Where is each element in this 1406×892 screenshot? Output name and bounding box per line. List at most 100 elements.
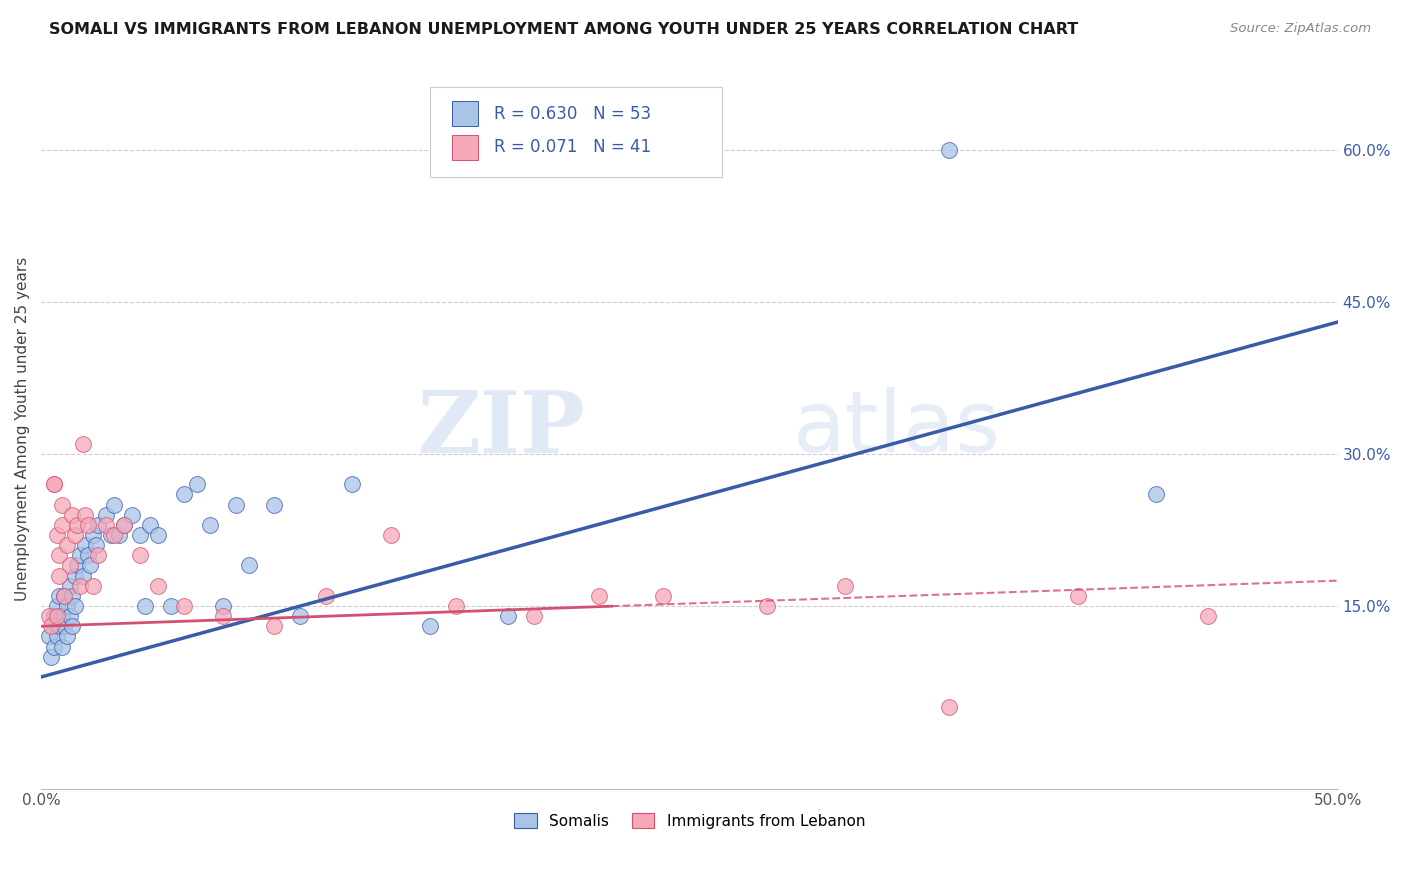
Point [938, 700, 960, 714]
Point [834, 579, 856, 593]
Point [42, 609, 65, 624]
Point [94, 517, 117, 532]
Point [82, 528, 104, 542]
Point [75, 538, 97, 552]
Point [128, 528, 150, 542]
Point [112, 517, 135, 532]
Point [42, 477, 65, 491]
FancyBboxPatch shape [453, 101, 478, 126]
Point [63, 528, 86, 542]
Point [56, 629, 79, 643]
Point [48, 568, 70, 582]
Point [238, 558, 260, 573]
Point [41, 649, 63, 664]
Point [60, 508, 83, 522]
Point [79, 558, 101, 573]
Point [1144, 487, 1167, 501]
Point [1197, 609, 1219, 624]
Point [84, 538, 107, 552]
Point [263, 498, 285, 512]
Text: atlas: atlas [793, 387, 1001, 470]
Point [211, 609, 233, 624]
Text: SOMALI VS IMMIGRANTS FROM LEBANON UNEMPLOYMENT AMONG YOUTH UNDER 25 YEARS CORREL: SOMALI VS IMMIGRANTS FROM LEBANON UNEMPL… [49, 22, 1078, 37]
Point [342, 477, 364, 491]
FancyBboxPatch shape [453, 135, 478, 160]
Point [444, 599, 467, 613]
Point [59, 609, 82, 624]
Point [42, 640, 65, 654]
Point [263, 619, 285, 633]
Point [63, 599, 86, 613]
Point [75, 508, 97, 522]
Text: Source: ZipAtlas.com: Source: ZipAtlas.com [1230, 22, 1371, 36]
Point [523, 609, 546, 624]
Point [53, 589, 76, 603]
Point [51, 517, 73, 532]
Point [108, 528, 131, 542]
Point [938, 143, 960, 157]
Point [76, 517, 98, 532]
Text: R = 0.071   N = 41: R = 0.071 N = 41 [494, 138, 651, 156]
FancyBboxPatch shape [430, 87, 721, 177]
Point [290, 609, 312, 624]
Point [48, 549, 70, 563]
Point [134, 599, 156, 613]
Point [100, 528, 122, 542]
Point [139, 517, 162, 532]
Point [72, 436, 94, 450]
Point [173, 599, 195, 613]
Text: ZIP: ZIP [418, 386, 586, 470]
Point [53, 589, 76, 603]
Point [63, 568, 86, 582]
Point [756, 599, 779, 613]
Point [225, 498, 247, 512]
Point [419, 619, 441, 633]
Point [76, 549, 98, 563]
Point [1067, 589, 1090, 603]
Point [45, 629, 67, 643]
Point [186, 477, 208, 491]
Point [38, 609, 60, 624]
Point [128, 549, 150, 563]
Point [48, 589, 70, 603]
Point [94, 508, 117, 522]
Point [56, 599, 79, 613]
Point [588, 589, 610, 603]
Point [103, 498, 125, 512]
Point [45, 528, 67, 542]
Y-axis label: Unemployment Among Youth under 25 years: Unemployment Among Youth under 25 years [15, 256, 30, 600]
Point [146, 579, 169, 593]
Point [87, 549, 110, 563]
Point [42, 477, 65, 491]
Legend: Somalis, Immigrants from Lebanon: Somalis, Immigrants from Lebanon [508, 806, 872, 835]
Point [56, 538, 79, 552]
Point [198, 517, 221, 532]
Text: R = 0.630   N = 53: R = 0.630 N = 53 [494, 104, 651, 122]
Point [51, 609, 73, 624]
Point [159, 599, 181, 613]
Point [146, 528, 169, 542]
Point [59, 558, 82, 573]
Point [53, 619, 76, 633]
Point [103, 528, 125, 542]
Point [60, 619, 83, 633]
Point [69, 579, 91, 593]
Point [45, 609, 67, 624]
Point [82, 579, 104, 593]
Point [496, 609, 519, 624]
Point [48, 619, 70, 633]
Point [51, 640, 73, 654]
Point [66, 558, 89, 573]
Point [59, 579, 82, 593]
Point [173, 487, 195, 501]
Point [72, 568, 94, 582]
Point [652, 589, 675, 603]
Point [87, 517, 110, 532]
Point [41, 619, 63, 633]
Point [38, 629, 60, 643]
Point [380, 528, 402, 542]
Point [112, 517, 135, 532]
Point [121, 508, 143, 522]
Point [66, 517, 89, 532]
Point [60, 589, 83, 603]
